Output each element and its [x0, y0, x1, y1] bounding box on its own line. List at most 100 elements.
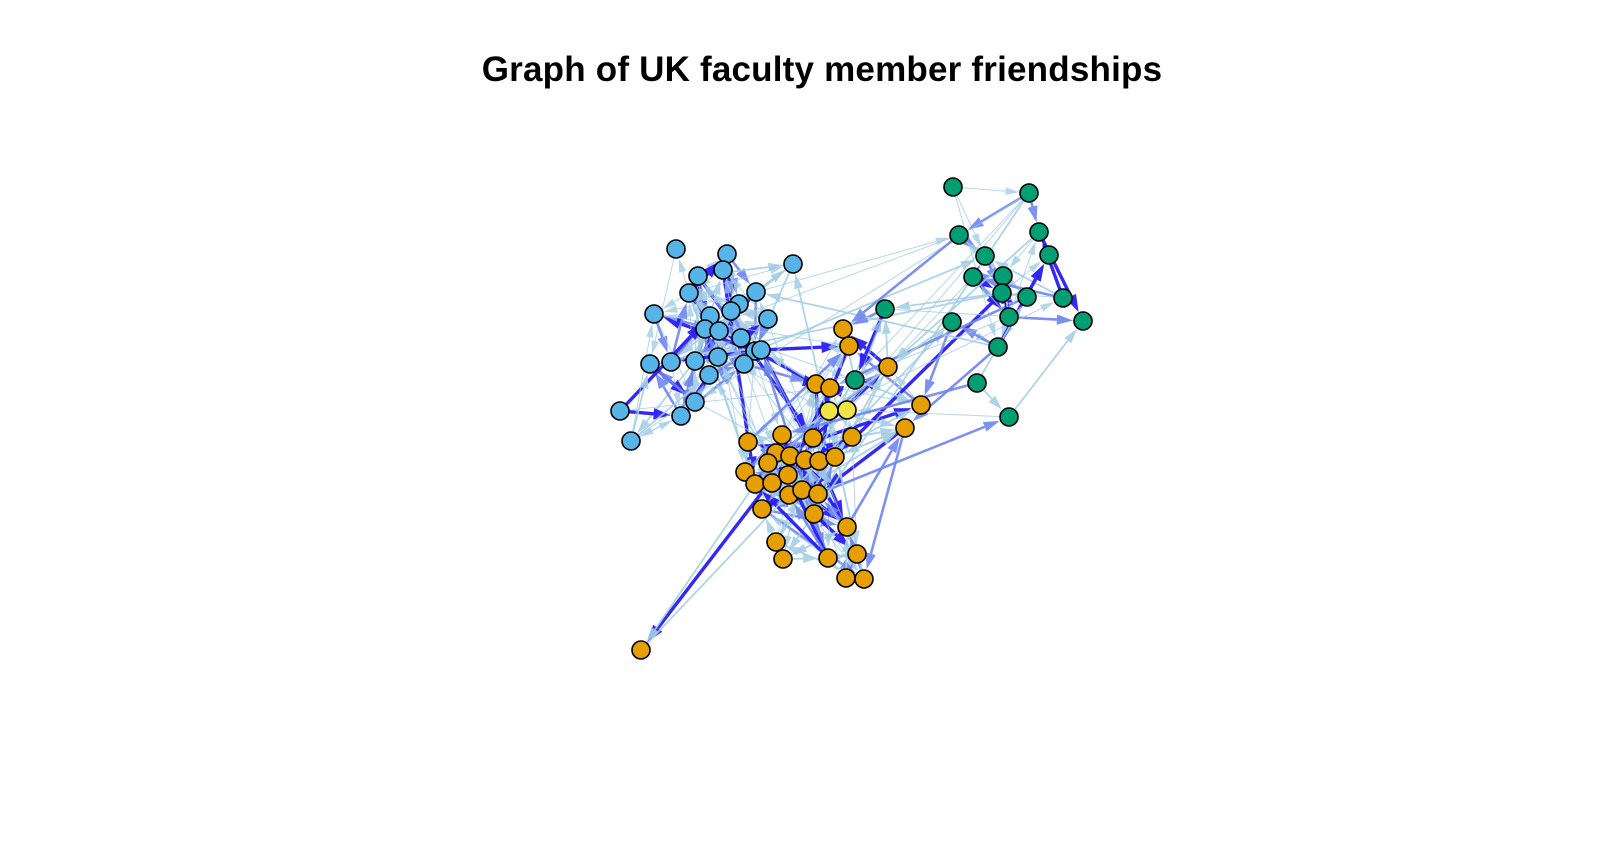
node-group-1 — [783, 254, 803, 274]
node-group-2 — [820, 378, 840, 398]
node-group-3 — [1017, 287, 1037, 307]
edge-line — [787, 364, 836, 429]
edge-arrowhead — [744, 320, 759, 329]
node-group-2 — [808, 484, 828, 504]
edge-line — [673, 297, 682, 303]
edge-line — [982, 388, 993, 400]
edge-line — [923, 351, 993, 412]
edge-line — [903, 283, 968, 351]
edge-arrowhead — [655, 372, 668, 390]
node-group-2 — [818, 548, 838, 568]
edge-line — [638, 426, 661, 438]
edge-arrowhead — [770, 269, 785, 283]
edge-arrowhead — [850, 308, 867, 323]
edge-line — [779, 511, 792, 535]
node-group-2 — [833, 319, 853, 339]
edge-arrowhead — [895, 347, 910, 361]
node-group-1 — [699, 365, 719, 385]
edge-arrowhead — [813, 394, 821, 408]
edge-arrowhead — [662, 298, 677, 309]
node-group-2 — [809, 451, 829, 471]
edge-arrowhead — [765, 293, 782, 302]
edge-line — [834, 512, 843, 522]
edge-arrowhead — [808, 469, 817, 484]
edge-line — [637, 390, 691, 436]
edge-line — [702, 405, 785, 450]
node-group-3 — [943, 177, 963, 197]
node-group-1 — [721, 301, 741, 321]
edge-arrowhead — [1056, 314, 1073, 325]
edge-arrowhead — [736, 268, 750, 285]
edge-line — [672, 317, 684, 354]
node-group-1 — [746, 282, 766, 302]
node-group-2 — [836, 568, 856, 588]
edge-arrowhead — [765, 518, 776, 534]
edge-line — [843, 436, 884, 455]
edge-arrowhead — [673, 392, 681, 407]
node-group-3 — [1053, 288, 1073, 308]
edge-line — [928, 329, 951, 381]
edge-arrowhead — [657, 335, 668, 353]
edge-line — [654, 490, 751, 631]
edge-line — [905, 237, 1033, 352]
edge-arrowhead — [866, 552, 876, 570]
node-group-3 — [942, 312, 962, 332]
edge-line — [764, 313, 811, 430]
edge-arrowhead — [758, 324, 770, 342]
node-group-1 — [644, 304, 664, 324]
edge-arrowhead — [1030, 263, 1045, 282]
edge-line — [1005, 300, 1009, 309]
node-group-1 — [688, 266, 708, 286]
edge-line — [780, 522, 822, 554]
edge-arrowhead — [747, 308, 762, 319]
edge-line — [1006, 267, 1056, 295]
edge-arrowhead — [822, 470, 832, 485]
node-group-2 — [631, 640, 651, 660]
edge-arrowhead — [879, 418, 896, 427]
node-group-1 — [731, 328, 751, 348]
edge-line — [781, 362, 809, 381]
node-group-4 — [819, 401, 839, 421]
node-group-1 — [758, 309, 778, 329]
edge-arrowhead — [988, 323, 996, 338]
edge-arrowhead — [657, 370, 674, 385]
edge-arrowhead — [770, 515, 784, 527]
edge-arrowhead — [769, 355, 785, 367]
edge-arrowhead — [896, 392, 912, 402]
node-group-1 — [709, 321, 729, 341]
edge-line — [692, 301, 696, 308]
edge-line — [1011, 254, 1032, 309]
edge-arrowhead — [677, 302, 688, 320]
edge-arrowhead — [764, 359, 774, 377]
edge-line — [711, 293, 718, 308]
edge-arrowhead — [791, 423, 809, 434]
edge-line — [753, 315, 760, 318]
node-group-1 — [685, 392, 705, 412]
node-group-2 — [762, 473, 782, 493]
edge-arrowhead — [722, 365, 733, 380]
edge-line — [790, 418, 825, 433]
edge-line — [849, 330, 878, 402]
edge-arrowhead — [729, 277, 742, 290]
node-group-2 — [895, 418, 915, 438]
node-group-3 — [845, 370, 865, 390]
edge-arrowhead — [785, 545, 801, 556]
edge-line — [862, 239, 953, 314]
node-group-1 — [671, 406, 691, 426]
edge-arrowhead — [703, 386, 717, 397]
edge-line — [798, 498, 826, 551]
node-group-3 — [963, 267, 983, 287]
node-group-2 — [792, 480, 812, 500]
edge-line — [988, 294, 1004, 311]
edge-line — [726, 237, 951, 322]
node-group-2 — [752, 499, 772, 519]
edge-arrowhead — [651, 340, 659, 355]
edge-arrowhead — [646, 323, 654, 338]
node-group-1 — [751, 340, 771, 360]
edge-line — [869, 436, 904, 555]
node-group-3 — [988, 337, 1008, 357]
node-group-2 — [772, 425, 792, 445]
edge-line — [870, 410, 1001, 418]
node-group-3 — [1073, 311, 1093, 331]
